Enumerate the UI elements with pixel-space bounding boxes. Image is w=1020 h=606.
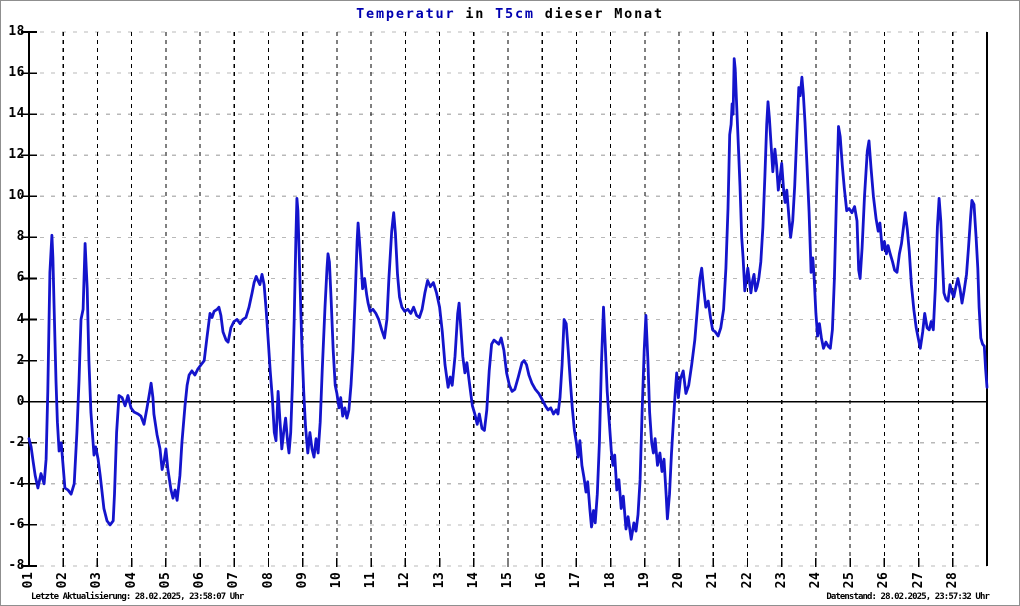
y-tick-label: 6 — [16, 270, 25, 286]
x-tick-label: 22 — [739, 571, 755, 589]
x-tick-label: 08 — [260, 571, 276, 589]
x-tick-label: 17 — [568, 571, 584, 589]
x-tick-label: 05 — [157, 571, 173, 589]
x-tick-label: 20 — [671, 571, 687, 589]
data-timestamp-text: Datenstand: 28.02.2025, 23:57:32 Uhr — [826, 592, 990, 602]
y-tick-label: -8 — [8, 558, 25, 573]
title-part-temperatur: Temperatur — [356, 6, 456, 22]
x-tick-label: 24 — [807, 571, 823, 589]
temperature-series-line — [27, 57, 989, 541]
x-tick-label: 12 — [397, 571, 413, 589]
x-tick-label: 11 — [363, 571, 379, 589]
x-tick-label: 15 — [500, 571, 515, 589]
y-tick-label: 2 — [16, 352, 25, 368]
y-tick-label: 12 — [8, 147, 25, 163]
y-tick-label: -6 — [8, 516, 25, 532]
y-tick-label: 18 — [8, 24, 25, 39]
x-tick-label: 19 — [636, 571, 652, 589]
x-tick-label: 07 — [226, 571, 242, 589]
title-part-period: dieser Monat — [534, 6, 664, 22]
y-tick-label: 14 — [8, 106, 25, 122]
x-tick-label: 25 — [842, 571, 858, 589]
x-tick-label: 21 — [705, 571, 721, 589]
y-tick-label: 10 — [8, 188, 25, 204]
x-tick-label: 09 — [294, 571, 310, 589]
x-tick-label: 26 — [876, 571, 892, 589]
x-tick-label: 01 — [21, 571, 36, 589]
x-tick-label: 23 — [773, 571, 789, 589]
y-tick-label: 8 — [16, 229, 25, 245]
y-tick-label: -2 — [8, 434, 25, 450]
title-part-sensor: T5cm — [495, 6, 535, 22]
x-tick-label: 27 — [910, 571, 926, 589]
last-update-text: Letzte Aktualisierung: 28.02.2025, 23:58… — [31, 592, 244, 602]
y-tick-label: 0 — [16, 393, 25, 409]
x-tick-label: 03 — [89, 571, 105, 589]
y-tick-label: -4 — [8, 475, 25, 491]
x-tick-label: 14 — [465, 571, 481, 589]
x-tick-label: 18 — [602, 571, 618, 589]
chart-title: Temperatur in T5cm dieser Monat — [1, 6, 1019, 22]
x-tick-label: 28 — [944, 571, 960, 589]
x-tick-label: 02 — [55, 571, 71, 589]
title-part-in: in — [455, 6, 496, 22]
x-tick-label: 04 — [123, 571, 139, 589]
x-tick-label: 06 — [192, 571, 208, 589]
x-tick-label: 16 — [534, 571, 550, 589]
y-tick-label: 4 — [16, 311, 25, 327]
x-tick-label: 10 — [328, 571, 344, 589]
y-tick-label: 16 — [8, 65, 25, 81]
x-tick-label: 13 — [431, 571, 447, 589]
